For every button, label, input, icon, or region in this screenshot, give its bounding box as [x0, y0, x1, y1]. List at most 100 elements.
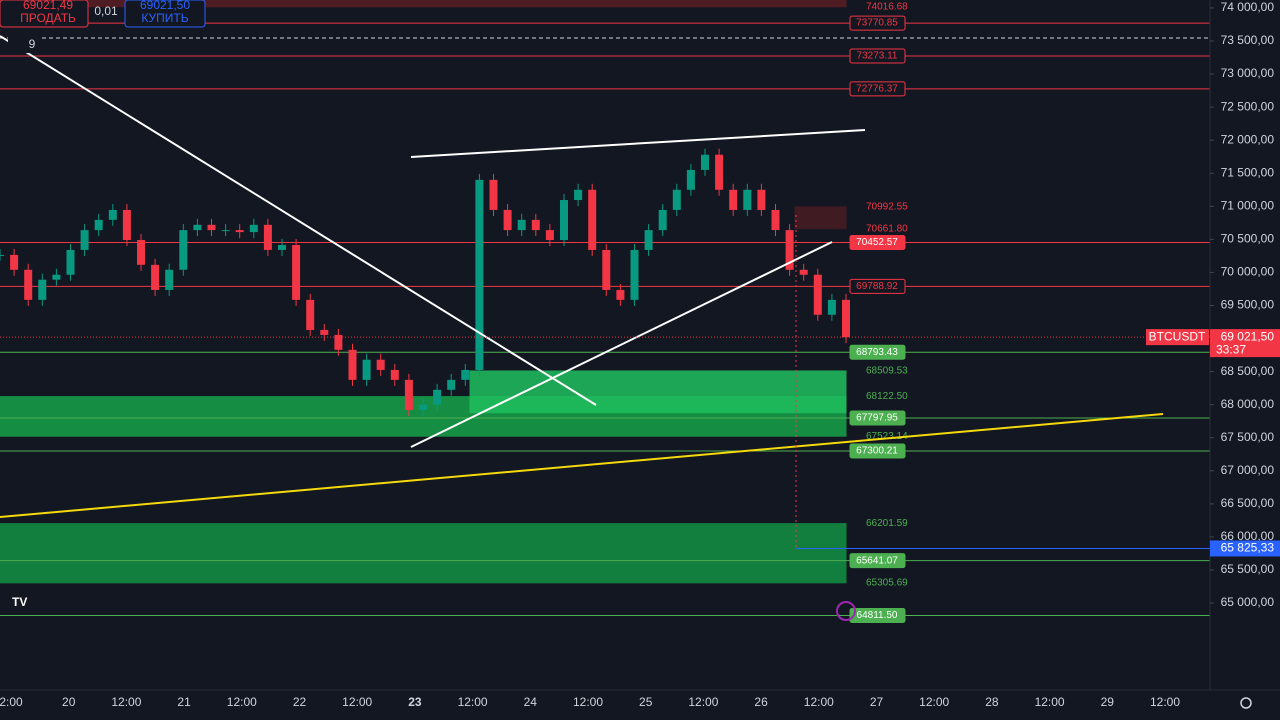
zone-label: 74016.68 — [866, 1, 908, 12]
x-tick-label: 20 — [62, 695, 76, 709]
last-price-label: 69 021,50 — [1221, 329, 1275, 343]
candle — [108, 209, 117, 220]
level-label: 73770.85 — [856, 18, 898, 29]
indicator-toggle[interactable] — [8, 37, 40, 53]
level-box — [849, 344, 906, 360]
candle — [94, 219, 103, 231]
candle — [588, 189, 597, 250]
y-tick-label: 68 000,00 — [1221, 397, 1275, 411]
candle — [24, 269, 33, 300]
candle — [545, 230, 554, 241]
x-tick-label: 12:00 — [688, 695, 718, 709]
level-label: 65641.07 — [856, 555, 898, 566]
candle — [517, 219, 526, 231]
candle — [686, 169, 695, 190]
x-tick-label: 12:00 — [1035, 695, 1065, 709]
symbol-box — [1146, 329, 1209, 346]
candle — [574, 189, 583, 201]
x-tick-label: 2:00 — [0, 695, 23, 709]
candle — [475, 179, 484, 370]
candle — [362, 359, 371, 380]
candle — [813, 274, 822, 315]
y-tick-label: 72 500,00 — [1221, 99, 1275, 113]
candle — [292, 244, 301, 300]
candle — [179, 230, 188, 270]
x-tick-label: 24 — [524, 695, 538, 709]
y-tick-label: 67 500,00 — [1221, 430, 1275, 444]
level-box — [849, 443, 906, 459]
x-tick-label: 12:00 — [227, 695, 257, 709]
x-tick-label: 29 — [1101, 695, 1115, 709]
levels: 73770.85 73273.11 72776.37 70452.57 69788.92… — [0, 15, 1210, 624]
candles — [0, 148, 850, 416]
candle — [729, 189, 738, 210]
candle — [461, 369, 470, 380]
candle — [390, 369, 399, 380]
y-tick-label: 74 000,00 — [1221, 0, 1275, 14]
sell-button[interactable] — [0, 0, 89, 28]
zone — [469, 370, 847, 414]
candle — [320, 329, 329, 335]
zone-label: 68122.50 — [866, 391, 908, 402]
y-tick-label: 73 500,00 — [1221, 33, 1275, 47]
y-tick-label: 65 500,00 — [1221, 562, 1275, 576]
candle — [489, 179, 498, 210]
x-tick-label: 12:00 — [458, 695, 488, 709]
candle — [80, 230, 89, 250]
x-tick-label: 12:00 — [1150, 695, 1180, 709]
level-box — [849, 235, 906, 251]
x-tick-label: 12:00 — [573, 695, 603, 709]
y-tick-label: 67 000,00 — [1221, 463, 1275, 477]
level-box — [849, 608, 906, 624]
level-label: 73273.11 — [857, 51, 898, 62]
marker-label: 65 825,33 — [1221, 541, 1275, 555]
candle — [419, 404, 427, 410]
zone-label: 66201.59 — [866, 518, 908, 529]
y-tick-label: 66 000,00 — [1221, 529, 1275, 543]
candle — [249, 224, 258, 233]
x-tick-label: 12:00 — [804, 695, 834, 709]
level-box — [849, 81, 906, 97]
sell-label: ПРОДАТЬ — [20, 11, 76, 25]
price-box — [1210, 329, 1280, 358]
buy-price: 69021,50 — [140, 0, 190, 12]
candle — [630, 249, 639, 300]
candle — [447, 379, 456, 390]
buy-label: КУПИТЬ — [141, 11, 188, 25]
level-box — [849, 15, 906, 31]
level-box — [849, 410, 906, 426]
x-axis: 2:00 20 12:00 21 12:00 22 12:00 23 12:00 24 12:00 2… — [0, 695, 1180, 709]
x-tick-label: 12:00 — [342, 695, 372, 709]
trend-line — [0, 35, 597, 406]
x-tick-label: 28 — [985, 695, 999, 709]
y-tick-label: 69 500,00 — [1221, 298, 1275, 312]
candle — [785, 230, 794, 270]
zone — [794, 206, 847, 230]
candle — [52, 274, 61, 280]
countdown: 33:37 — [1216, 342, 1246, 356]
x-tick-label: 12:00 — [111, 695, 141, 709]
buy-button[interactable] — [124, 0, 206, 28]
level-box — [849, 278, 906, 294]
candle — [658, 209, 667, 231]
candle — [560, 200, 568, 241]
candle — [122, 209, 131, 241]
candle — [602, 249, 611, 290]
candle — [771, 209, 780, 231]
candle — [263, 224, 272, 250]
settings-icon[interactable] — [1240, 697, 1252, 709]
alert-icon[interactable] — [836, 601, 856, 621]
candle — [66, 249, 75, 275]
candle — [672, 189, 681, 210]
candle — [842, 299, 850, 338]
level-label: 69788.92 — [856, 281, 898, 292]
y-tick-label: 72 000,00 — [1221, 132, 1275, 146]
candle — [306, 299, 315, 330]
candle — [715, 154, 724, 190]
candle — [404, 379, 413, 410]
x-tick-label: 26 — [754, 695, 768, 709]
candle — [137, 240, 145, 265]
